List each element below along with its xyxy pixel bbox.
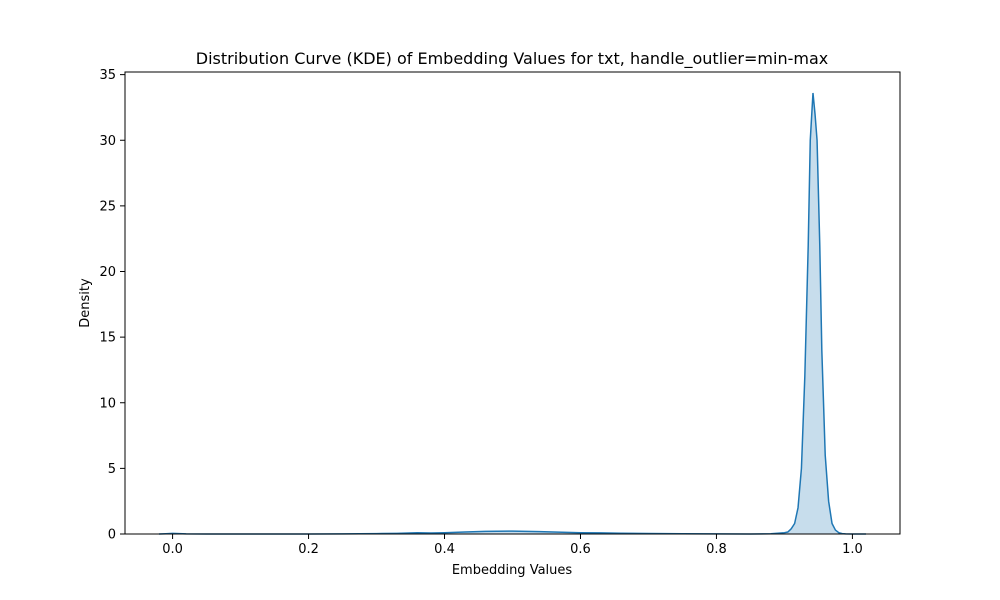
- plot-frame: [124, 71, 901, 535]
- y-axis-label: Density: [78, 278, 93, 328]
- y-tick-label: 25: [99, 199, 116, 214]
- x-tick-label: 1.0: [842, 542, 863, 557]
- kde-curve-line: [158, 92, 867, 535]
- kde-fill-area: [158, 93, 867, 534]
- y-axis: 0 5 10 15 20 25 30 35: [99, 68, 125, 543]
- y-tick-label: 30: [99, 134, 116, 149]
- x-axis-label: Embedding Values: [452, 563, 573, 578]
- y-tick-label: 10: [99, 396, 116, 411]
- chart-title: Distribution Curve (KDE) of Embedding Va…: [196, 49, 828, 69]
- y-tick-label: 15: [99, 331, 116, 346]
- y-tick-label: 5: [108, 462, 116, 477]
- x-axis: 0.0 0.2 0.4 0.6 0.8 1.0: [162, 534, 863, 557]
- x-tick-label: 0.6: [570, 542, 591, 557]
- x-tick-label: 0.8: [706, 542, 727, 557]
- y-tick-label: 20: [99, 265, 116, 280]
- x-tick-label: 0.4: [434, 542, 455, 557]
- x-tick-label: 0.0: [162, 542, 183, 557]
- y-tick-label: 35: [99, 68, 116, 83]
- x-tick-label: 0.2: [298, 542, 319, 557]
- y-tick-label: 0: [108, 528, 116, 543]
